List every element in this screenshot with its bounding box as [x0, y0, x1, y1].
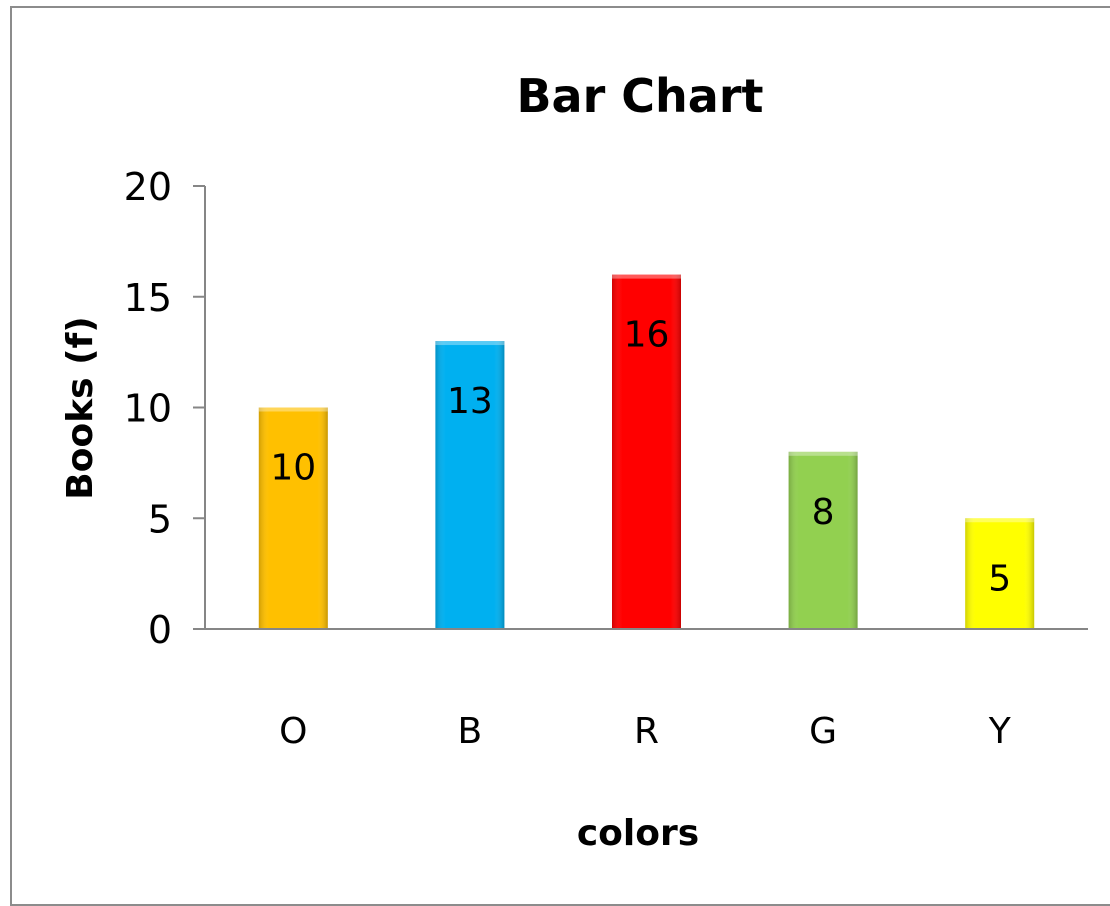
bar-group: 8 — [788, 451, 858, 629]
bar-shading — [258, 407, 328, 629]
bar-shading — [788, 451, 858, 629]
bar-data-label: 13 — [447, 381, 493, 422]
x-category-label: G — [809, 711, 837, 752]
bar-group: 13 — [435, 341, 505, 629]
y-axis-title: Books (f) — [60, 316, 101, 499]
bar-shading — [612, 274, 681, 629]
bar-group: 5 — [965, 518, 1035, 629]
bar-shading — [965, 518, 1035, 629]
bar-data-label: 5 — [988, 558, 1011, 599]
y-tick-label: 20 — [124, 165, 172, 209]
y-axis-ticks: 0 5 10 15 20 — [124, 165, 205, 652]
bar-highlight — [965, 518, 1035, 523]
bar-group: 10 — [258, 407, 328, 629]
x-category-label: Y — [988, 711, 1012, 752]
bar-highlight — [258, 407, 328, 412]
x-category-label: O — [279, 711, 307, 752]
bar-data-label: 16 — [624, 315, 670, 356]
bar-data-label: 10 — [270, 448, 316, 489]
bar-shading — [435, 341, 505, 629]
bar-data-label: 8 — [812, 492, 835, 533]
y-tick-label: 15 — [124, 276, 172, 320]
x-axis-title: colors — [577, 813, 699, 854]
x-category-label: B — [458, 711, 483, 752]
y-tick-label: 0 — [148, 608, 172, 652]
bar-highlight — [788, 451, 858, 456]
chart-frame — [10, 6, 1110, 906]
x-category-label: R — [634, 711, 659, 752]
bar-group: 16 — [612, 274, 681, 629]
y-tick-label: 5 — [148, 497, 172, 541]
bars: 10 13 16 8 5 — [258, 274, 1035, 629]
bar-highlight — [435, 341, 505, 346]
chart-title: Bar Chart — [516, 69, 763, 123]
y-tick-label: 10 — [124, 387, 172, 431]
bar-highlight — [612, 274, 681, 279]
